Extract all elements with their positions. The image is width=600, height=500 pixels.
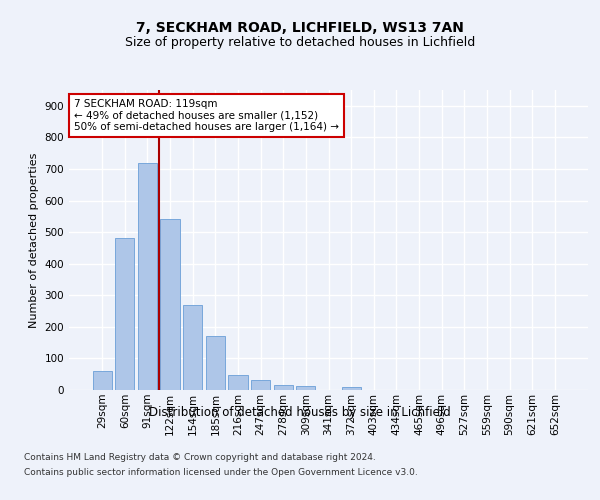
Bar — [115, 238, 134, 390]
Text: Contains public sector information licensed under the Open Government Licence v3: Contains public sector information licen… — [24, 468, 418, 477]
Bar — [183, 304, 202, 390]
Text: Size of property relative to detached houses in Lichfield: Size of property relative to detached ho… — [125, 36, 475, 49]
Bar — [341, 387, 361, 390]
Bar — [274, 386, 293, 390]
Bar — [206, 336, 225, 390]
Y-axis label: Number of detached properties: Number of detached properties — [29, 152, 39, 328]
Bar — [296, 386, 316, 390]
Bar — [251, 380, 270, 390]
Bar — [138, 162, 157, 390]
Bar — [160, 218, 180, 390]
Text: 7 SECKHAM ROAD: 119sqm
← 49% of detached houses are smaller (1,152)
50% of semi-: 7 SECKHAM ROAD: 119sqm ← 49% of detached… — [74, 99, 339, 132]
Text: Distribution of detached houses by size in Lichfield: Distribution of detached houses by size … — [149, 406, 451, 419]
Bar — [92, 371, 112, 390]
Text: Contains HM Land Registry data © Crown copyright and database right 2024.: Contains HM Land Registry data © Crown c… — [24, 453, 376, 462]
Text: 7, SECKHAM ROAD, LICHFIELD, WS13 7AN: 7, SECKHAM ROAD, LICHFIELD, WS13 7AN — [136, 20, 464, 34]
Bar — [229, 376, 248, 390]
